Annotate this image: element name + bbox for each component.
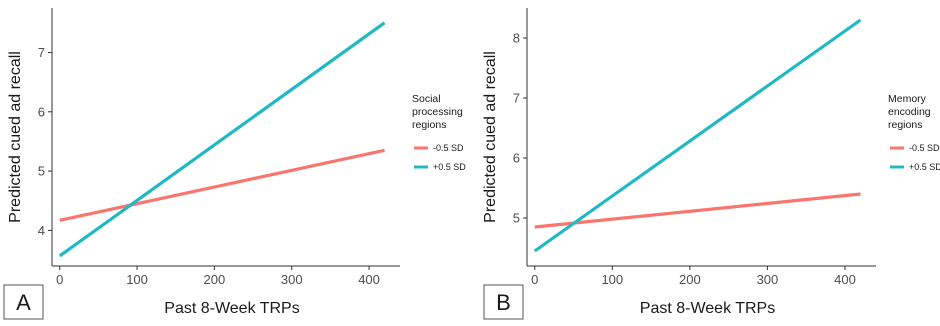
legend-label: -0.5 SD (433, 143, 464, 153)
series-line-high (58, 21, 386, 258)
y-tick-label: 7 (38, 45, 45, 60)
y-tick-label: 6 (38, 104, 45, 119)
y-tick-label: 7 (513, 91, 520, 106)
x-tick-label: 100 (601, 272, 623, 287)
x-tick-label: 400 (834, 272, 856, 287)
panel-label-box (483, 284, 524, 320)
legend-title-line: encoding (888, 106, 931, 118)
legend-title-line: regions (888, 119, 922, 131)
x-tick-label: 100 (126, 272, 148, 287)
y-tick-label: 5 (38, 164, 45, 179)
y-axis-title: Predicted cued ad recall (482, 51, 499, 223)
x-tick-label: 0 (56, 272, 63, 287)
chart-panel-a: 4 5 6 7 0 100 200 300 400 Predicted cued ad recal… (3, 8, 466, 320)
legend-title-line: Social (412, 93, 441, 105)
x-tick-label: 300 (281, 272, 303, 287)
x-tick-label: 300 (757, 272, 779, 287)
x-axis-title: Past 8-Week TRPs (640, 300, 775, 317)
legend-title-line: regions (412, 119, 446, 131)
legend-title-line: processing (412, 106, 463, 118)
x-tick-label: 400 (358, 272, 380, 287)
panel-label: B (496, 290, 511, 315)
x-axis-title: Past 8-Week TRPs (164, 300, 299, 317)
x-tick-label: 0 (531, 272, 538, 287)
legend-label: -0.5 SD (909, 143, 940, 153)
panel-label: A (16, 290, 31, 315)
series-line-low (534, 192, 861, 229)
y-axis-title: Predicted cued ad recall (7, 51, 24, 223)
y-tick-label: 4 (38, 223, 45, 238)
chart-panel-b: 5 6 7 8 0 100 200 300 400 Predicted cued ad recal… (482, 8, 940, 320)
series-line-high (533, 18, 862, 253)
panel-label-box (3, 284, 44, 320)
y-tick-label: 8 (513, 31, 520, 46)
x-tick-label: 200 (679, 272, 701, 287)
y-tick-label: 5 (513, 211, 520, 226)
y-tick-label: 6 (513, 151, 520, 166)
legend-title-line: Memory (888, 93, 927, 105)
x-tick-label: 200 (204, 272, 226, 287)
series-line-low (59, 148, 385, 222)
legend-label: +0.5 SD (909, 162, 940, 172)
legend-label: +0.5 SD (433, 162, 466, 172)
